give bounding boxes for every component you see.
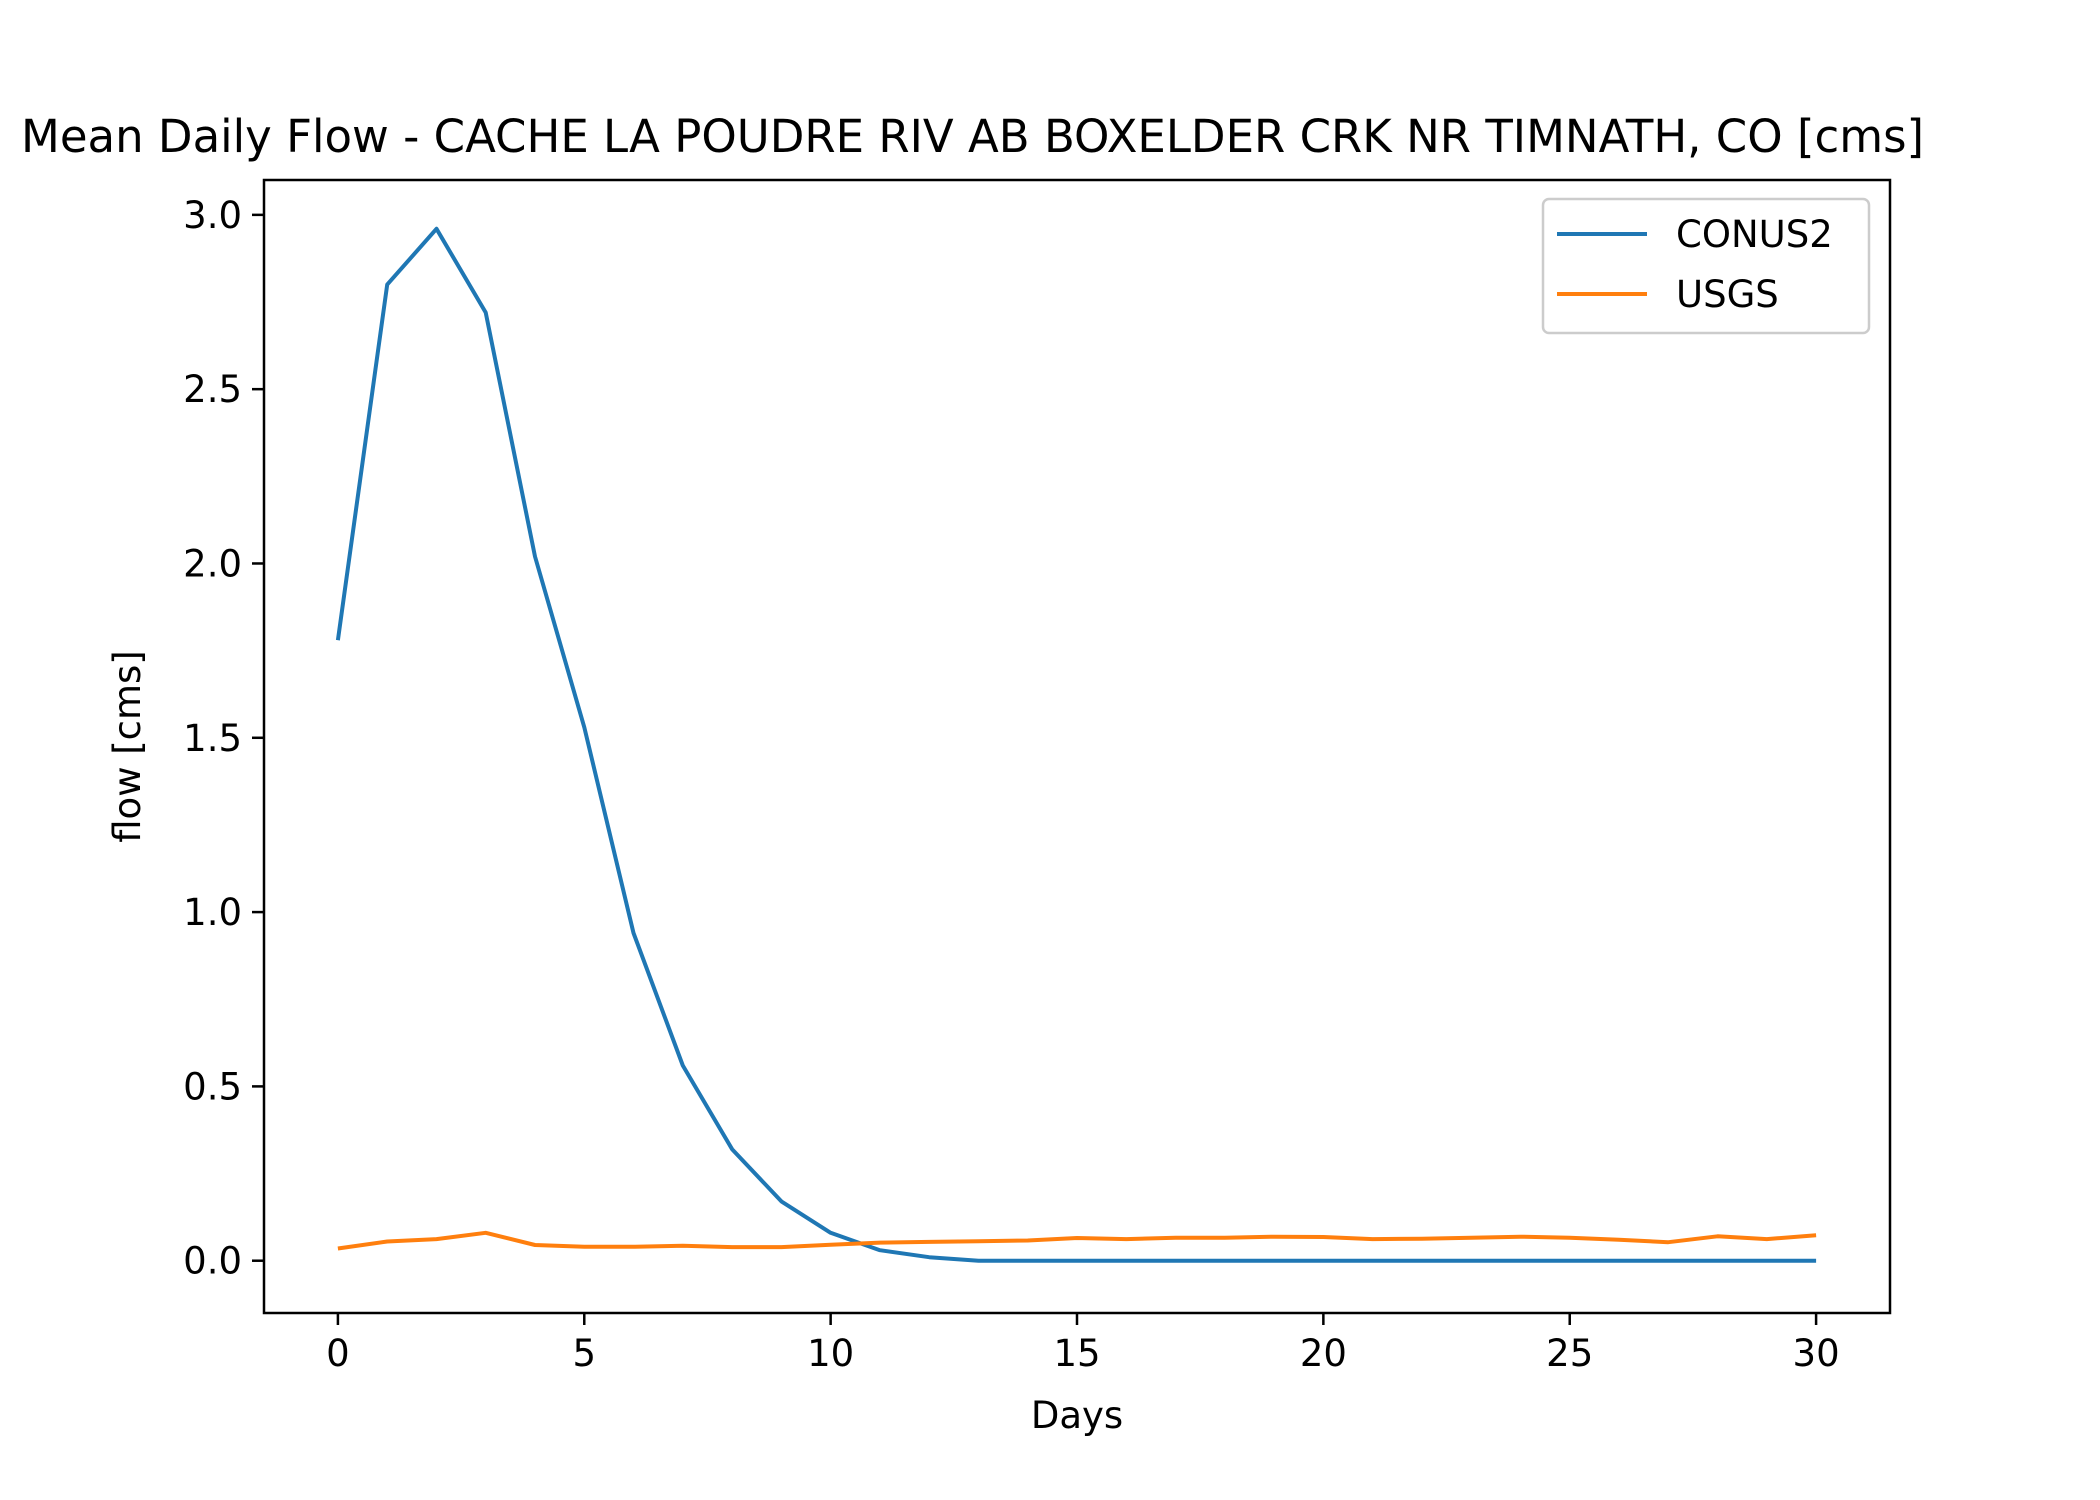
legend-label-usgs: USGS bbox=[1676, 273, 1779, 316]
series-line-usgs bbox=[337, 1230, 1817, 1251]
legend-label-conus2: CONUS2 bbox=[1676, 213, 1833, 256]
y-tick-label: 2.0 bbox=[183, 542, 242, 585]
chart-title: Mean Daily Flow - CACHE LA POUDRE RIV AB… bbox=[21, 110, 1924, 163]
plot-layer bbox=[335, 226, 1817, 1263]
legend: CONUS2 USGS bbox=[1541, 197, 1871, 335]
y-axis-label: flow [cms] bbox=[106, 650, 149, 843]
x-tick-label: 15 bbox=[1053, 1332, 1100, 1375]
y-tick-label: 1.5 bbox=[183, 717, 242, 760]
y-tick-label: 1.0 bbox=[183, 891, 242, 934]
x-tick-label: 0 bbox=[326, 1332, 350, 1375]
x-tick-label: 25 bbox=[1546, 1332, 1593, 1375]
y-tick-label: 2.5 bbox=[183, 368, 242, 411]
y-tick-label: 0.5 bbox=[183, 1065, 242, 1108]
x-tick-label: 30 bbox=[1793, 1332, 1840, 1375]
x-tick-label: 20 bbox=[1300, 1332, 1347, 1375]
series-line-conus2 bbox=[335, 226, 1817, 1263]
y-tick-label: 3.0 bbox=[183, 194, 242, 237]
x-tick-label: 10 bbox=[807, 1332, 854, 1375]
plot-area-frame bbox=[262, 178, 1892, 1315]
y-axis-ticks: 0.0 0.5 1.0 1.5 2.0 2.5 3.0 bbox=[183, 194, 264, 1283]
x-axis-label: Days bbox=[1031, 1394, 1123, 1437]
y-tick-label: 0.0 bbox=[183, 1240, 242, 1283]
legend-items: CONUS2 USGS bbox=[1557, 213, 1833, 316]
x-axis-ticks: 0 5 10 15 20 25 30 bbox=[326, 1313, 1840, 1375]
x-tick-label: 5 bbox=[572, 1332, 596, 1375]
